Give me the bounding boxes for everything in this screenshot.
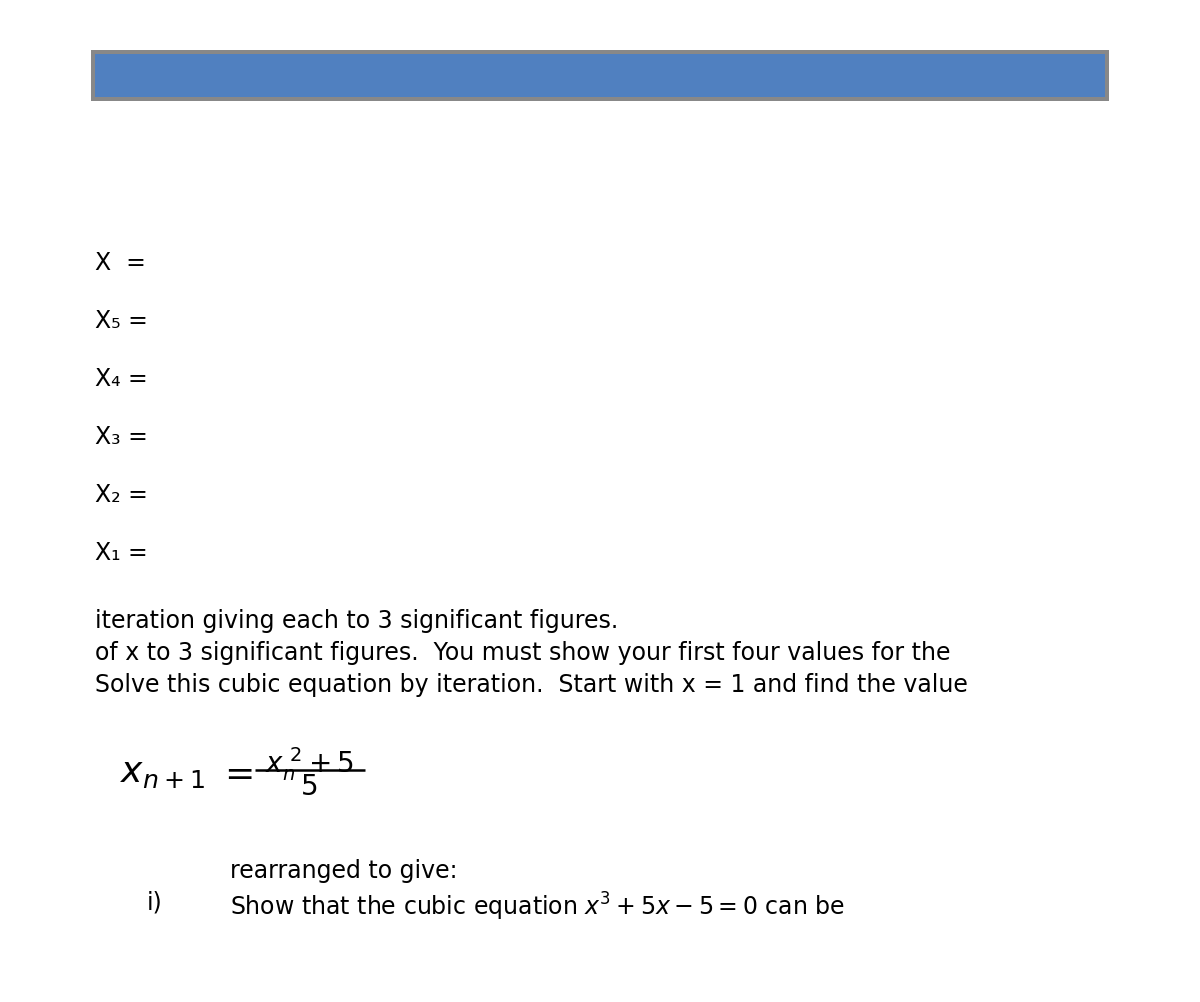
Text: X₁ =: X₁ = — [95, 540, 148, 564]
Text: X₂ =: X₂ = — [95, 483, 148, 506]
Text: i): i) — [148, 890, 163, 914]
Text: X₃ =: X₃ = — [95, 425, 148, 449]
Text: Show that the cubic equation $x^3 + 5x - 5 = 0$ can be: Show that the cubic equation $x^3 + 5x -… — [230, 890, 845, 922]
Text: $\mathit{x}_n^{\ 2}+5$: $\mathit{x}_n^{\ 2}+5$ — [265, 744, 355, 783]
Text: X₄ =: X₄ = — [95, 367, 148, 391]
Text: rearranged to give:: rearranged to give: — [230, 858, 457, 882]
Text: Solve this cubic equation by iteration.  Start with x = 1 and find the value: Solve this cubic equation by iteration. … — [95, 672, 968, 696]
Text: iteration giving each to 3 significant figures.: iteration giving each to 3 significant f… — [95, 608, 618, 632]
Text: X₅ =: X₅ = — [95, 309, 148, 333]
Text: $=$: $=$ — [217, 756, 253, 790]
Text: 5: 5 — [301, 773, 319, 801]
Text: 4.3  Solve polynomial equations by iteration: 4.3 Solve polynomial equations by iterat… — [314, 914, 886, 937]
Text: X  =: X = — [95, 250, 146, 275]
FancyBboxPatch shape — [95, 55, 1105, 98]
FancyBboxPatch shape — [91, 51, 1109, 102]
Text: of x to 3 significant figures.  You must show your first four values for the: of x to 3 significant figures. You must … — [95, 640, 950, 664]
Text: $\mathit{x}_{n+1}$: $\mathit{x}_{n+1}$ — [120, 756, 205, 790]
